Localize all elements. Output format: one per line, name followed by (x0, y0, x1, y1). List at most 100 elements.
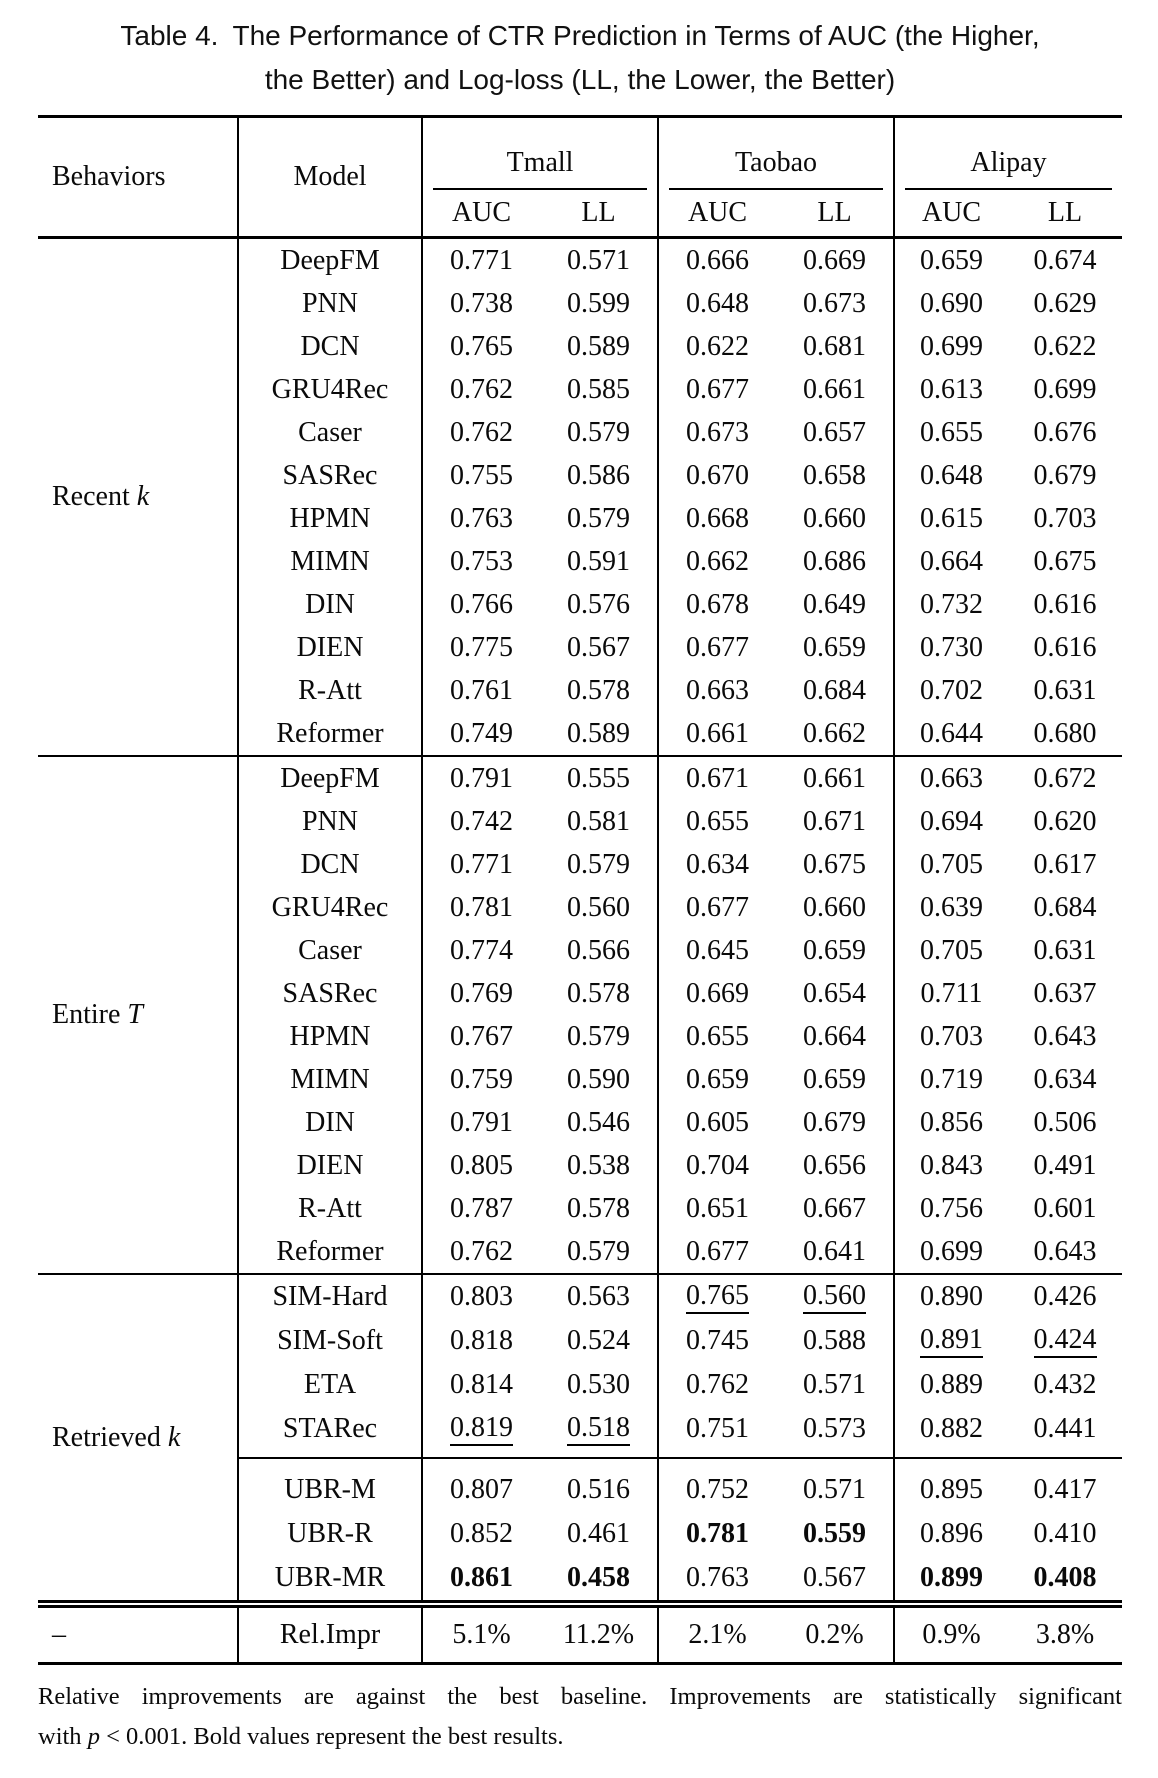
caption-line1: Table 4. The Performance of CTR Predictio… (38, 14, 1122, 58)
table-row: Retrieved k SIM-Hard 0.803 0.563 0.765 0.560 0… (38, 1274, 1122, 1453)
table-row: DCN 0.765 0.589 0.622 0.681 0.699 0.622 (38, 325, 1122, 368)
metric-value: 0.703 (893, 1015, 1009, 1058)
table-row: R-Att 0.787 0.578 0.651 0.667 0.756 0.601 (38, 1187, 1122, 1230)
model-name: DIEN (237, 1144, 422, 1187)
col-header-tmall-auc: AUC (421, 190, 540, 238)
metric-value: 0.516 (540, 1457, 658, 1512)
metric-value: 0.622 (1033, 330, 1097, 362)
metric-value: 0.589 (567, 330, 630, 362)
caption-label: Table 4. (120, 20, 219, 51)
metric-value: 0.895 (893, 1457, 1009, 1512)
model-name: GRU4Rec (237, 886, 422, 929)
col-header-taobao-auc: AUC (657, 190, 776, 238)
metric-value: 0.408 (1033, 1562, 1097, 1593)
metric-value: 0.673 (803, 287, 866, 319)
metric-value: 0.765 (421, 325, 540, 368)
model-name: SIM-Hard (237, 1274, 422, 1319)
caption-text-2: the Better) and Log-loss (LL, the Lower,… (264, 64, 896, 95)
metric-value: 0.661 (803, 373, 866, 405)
metric-value: 0.616 (1033, 631, 1097, 663)
metric-value: 0.675 (803, 848, 866, 880)
model-name: DCN (237, 843, 422, 886)
metric-value: 0.560 (567, 891, 630, 923)
metric-value: 0.791 (421, 1101, 540, 1144)
metric-value: 0.631 (1033, 674, 1097, 706)
metric-value: 0.662 (657, 540, 776, 583)
table-row: Caser 0.762 0.579 0.673 0.657 0.655 0.676 (38, 411, 1122, 454)
metric-value: 0.648 (893, 454, 1009, 497)
metric-value: 0.634 (1033, 1063, 1097, 1095)
metric-value: 0.622 (657, 325, 776, 368)
metric-value: 0.756 (893, 1187, 1009, 1230)
metric-value: 0.578 (567, 674, 630, 706)
table-row: PNN 0.742 0.581 0.655 0.671 0.694 0.620 (38, 800, 1122, 843)
metric-value: 0.753 (421, 540, 540, 583)
metric-value: 0.643 (1033, 1020, 1097, 1052)
metric-value: 0.426 (1033, 1281, 1097, 1312)
metric-value: 0.660 (803, 502, 866, 534)
metric-value: 11.2% (562, 1619, 635, 1650)
table-header: Behaviors Model Tmall Taobao Alipay AUC … (38, 116, 1123, 238)
metric-value: 0.781 (421, 886, 540, 929)
metric-value: 0.661 (657, 712, 776, 756)
metric-value: 0.581 (567, 805, 630, 837)
metric-value: 0.9% (893, 1604, 1009, 1664)
metric-value: 0.589 (567, 717, 630, 749)
metric-value: 0.567 (803, 1562, 866, 1593)
table-row: DIN 0.766 0.576 0.678 0.649 0.732 0.616 (38, 583, 1122, 626)
model-name: UBR-R (237, 1512, 422, 1556)
taobao-group-underline: Taobao (669, 147, 884, 190)
col-header-model: Model (237, 116, 422, 238)
col-header-taobao-ll: LL (817, 197, 852, 228)
model-name: DeepFM (237, 237, 422, 282)
metric-value: 0.578 (567, 1192, 630, 1224)
metric-value: 0.663 (657, 669, 776, 712)
metric-value: 0.761 (421, 669, 540, 712)
relative-improvement-row-group: – Rel.Impr 5.1% 11.2% 2.1% 0.2% 0.9% 3.8… (38, 1604, 1123, 1664)
col-header-alipay-auc: AUC (893, 190, 1009, 238)
metric-value: 0.730 (893, 626, 1009, 669)
metric-value: 0.639 (893, 886, 1009, 929)
metric-value: 0.767 (421, 1015, 540, 1058)
metric-value: 0.530 (567, 1369, 630, 1400)
metric-value: 0.491 (1033, 1149, 1097, 1181)
metric-value: 0.814 (421, 1363, 540, 1407)
table-row: SASRec 0.755 0.586 0.670 0.658 0.648 0.679 (38, 454, 1122, 497)
alipay-group-label: Alipay (970, 147, 1047, 178)
table-row: R-Att 0.761 0.578 0.663 0.684 0.702 0.631 (38, 669, 1122, 712)
table-row: HPMN 0.763 0.579 0.668 0.660 0.615 0.703 (38, 497, 1122, 540)
metric-value: 0.579 (567, 416, 630, 448)
metric-value: 0.571 (776, 1457, 895, 1512)
metric-value: 0.671 (657, 756, 776, 800)
metric-value: 0.755 (421, 454, 540, 497)
metric-value: 0.645 (657, 929, 776, 972)
model-name: HPMN (237, 1015, 422, 1058)
model-name: HPMN (237, 497, 422, 540)
table-row: GRU4Rec 0.781 0.560 0.677 0.660 0.639 0.684 (38, 886, 1122, 929)
table-row: STARec 0.819 0.518 0.751 0.573 0.882 0.441 (38, 1407, 1122, 1458)
metric-value: 0.668 (657, 497, 776, 540)
metric-value: 0.818 (421, 1319, 540, 1363)
model-name: DIN (237, 1101, 422, 1144)
col-header-alipay-ll: LL (1047, 197, 1083, 228)
metric-value: 0.586 (567, 459, 630, 491)
col-header-alipay: Alipay (893, 116, 1123, 190)
footnote-line-2: with p < 0.001. Bold values represent th… (38, 1723, 564, 1750)
metric-value: 0.579 (567, 1020, 630, 1052)
metric-value: 0.891 (893, 1319, 1009, 1363)
metric-value: 0.684 (1033, 891, 1097, 923)
table-row: UBR-M 0.807 0.516 0.752 0.571 0.895 0.417 (38, 1457, 1123, 1512)
model-name: GRU4Rec (237, 368, 422, 411)
model-name: MIMN (237, 540, 422, 583)
metric-value: 0.763 (421, 497, 540, 540)
metric-value: 0.681 (803, 330, 866, 362)
model-name: ETA (237, 1363, 422, 1407)
table-row: DCN 0.771 0.579 0.634 0.675 0.705 0.617 (38, 843, 1122, 886)
metric-value: 0.669 (657, 972, 776, 1015)
metric-value: 0.617 (1033, 848, 1097, 880)
table-row: DIN 0.791 0.546 0.605 0.679 0.856 0.506 (38, 1101, 1122, 1144)
metric-value: 0.659 (803, 631, 866, 663)
model-name: UBR-M (237, 1457, 422, 1512)
metric-value: 0.663 (893, 756, 1009, 800)
model-name: SASRec (237, 454, 422, 497)
